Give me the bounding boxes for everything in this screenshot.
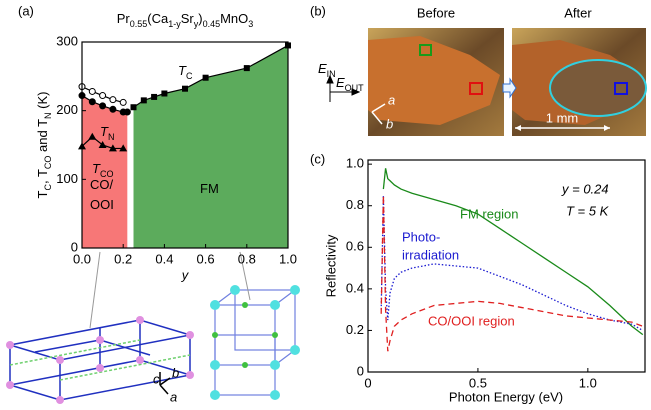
marker — [203, 75, 209, 81]
text-part: T — [35, 169, 50, 177]
y-tick-label: 0.6 — [346, 239, 364, 254]
annotation: y = 0.24 — [561, 181, 609, 196]
annotation: TC — [178, 63, 193, 81]
marker — [110, 106, 116, 112]
text-part: Pr — [117, 11, 131, 26]
y-tick-label: 0 — [71, 239, 78, 254]
y-axis-label: Reflectivity — [323, 234, 338, 297]
marker — [89, 88, 95, 94]
subscript: 3 — [248, 19, 253, 29]
text-part: (Ca — [147, 11, 169, 26]
x-tick-label: 0 — [364, 375, 371, 390]
x-tick-label: 0.2 — [114, 251, 132, 266]
subscript: IN — [327, 69, 336, 79]
marker — [131, 104, 137, 110]
y-tick-label: 0 — [357, 363, 364, 378]
field-label: EIN — [318, 61, 336, 79]
annotation: T = 5 K — [566, 203, 610, 218]
panel-label: (a) — [18, 3, 34, 18]
x-tick-label: 0.8 — [238, 251, 256, 266]
text-part: T — [35, 119, 50, 127]
text-part: and — [35, 127, 50, 156]
scale-label: 1 mm — [546, 110, 579, 125]
x-tick-label: 0.5 — [469, 375, 487, 390]
structure-axis-arrows — [160, 372, 170, 394]
y-tick-label: 100 — [56, 171, 78, 186]
x-tick-label: 0.6 — [197, 251, 215, 266]
text-part: E — [318, 61, 327, 76]
marker — [120, 99, 126, 105]
text-part: MnO — [220, 11, 248, 26]
text-part: Sr — [181, 11, 195, 26]
axis-letter: a — [388, 92, 395, 107]
y-tick-label: 300 — [56, 33, 78, 48]
rich-label: TC, TCO and TN (K) — [35, 92, 53, 199]
subscript: CO — [43, 156, 53, 170]
marker — [110, 97, 116, 103]
marker — [141, 97, 147, 103]
y-tick-label: 0.8 — [346, 197, 364, 212]
x-tick-label: 1.0 — [579, 375, 597, 390]
subscript: N — [108, 132, 115, 142]
marker — [151, 94, 157, 100]
annotation: FM region — [460, 206, 519, 221]
annotation: OOI — [90, 197, 114, 212]
marker — [161, 91, 167, 97]
x-tick-label: 1.0 — [279, 251, 297, 266]
figure: (a)(b)(c)BeforeAfterEINEOUTab1 mmcba0.00… — [0, 0, 651, 410]
x-axis-label: y — [181, 267, 190, 282]
text-part: E — [336, 75, 345, 90]
y-tick-label: 0.2 — [346, 322, 364, 337]
marker — [100, 103, 106, 109]
marker — [89, 99, 95, 105]
axis-letter: b — [386, 116, 393, 131]
marker — [100, 93, 106, 99]
text-part: , — [35, 177, 50, 184]
structure-fm — [210, 285, 300, 400]
marker — [244, 65, 250, 71]
subscript: 0.55 — [130, 19, 148, 29]
text-part: CO/ — [90, 177, 114, 192]
panel-label: (c) — [310, 151, 325, 166]
rich-label: Pr0.55(Ca1-ySry)0.45MnO3 — [117, 11, 254, 29]
photo-caption: Before — [417, 5, 455, 20]
y-tick-label: 0.4 — [346, 280, 364, 295]
subscript: 0.45 — [203, 19, 221, 29]
y-tick-label: 1.0 — [346, 156, 364, 171]
photo-caption: After — [564, 5, 592, 20]
text-part: T — [35, 191, 50, 199]
annotation: CO/OOI region — [428, 313, 515, 328]
x-axis-label: Photon Energy (eV) — [449, 389, 563, 404]
marker — [182, 86, 188, 92]
field-label: EOUT — [336, 75, 364, 93]
marker — [124, 109, 130, 115]
subscript: C — [186, 71, 193, 81]
panel-label: (b) — [310, 3, 326, 18]
annotation: Photo- — [402, 229, 440, 244]
axis-letter: c — [153, 371, 160, 386]
annotation: FM — [200, 181, 219, 196]
axis-letter: b — [172, 365, 179, 380]
text-part: OOI — [90, 197, 114, 212]
region-area — [134, 45, 289, 248]
annotation: CO/ — [90, 177, 114, 192]
subscript: OUT — [345, 83, 365, 93]
axis-letter: a — [170, 389, 177, 404]
annotation: irradiation — [402, 247, 459, 262]
y-tick-label: 200 — [56, 102, 78, 117]
x-tick-label: 0.4 — [155, 251, 173, 266]
photo-after — [512, 28, 646, 136]
text-part: (K) — [35, 92, 50, 113]
subscript: 1-y — [168, 19, 181, 29]
text-part: FM — [200, 181, 219, 196]
